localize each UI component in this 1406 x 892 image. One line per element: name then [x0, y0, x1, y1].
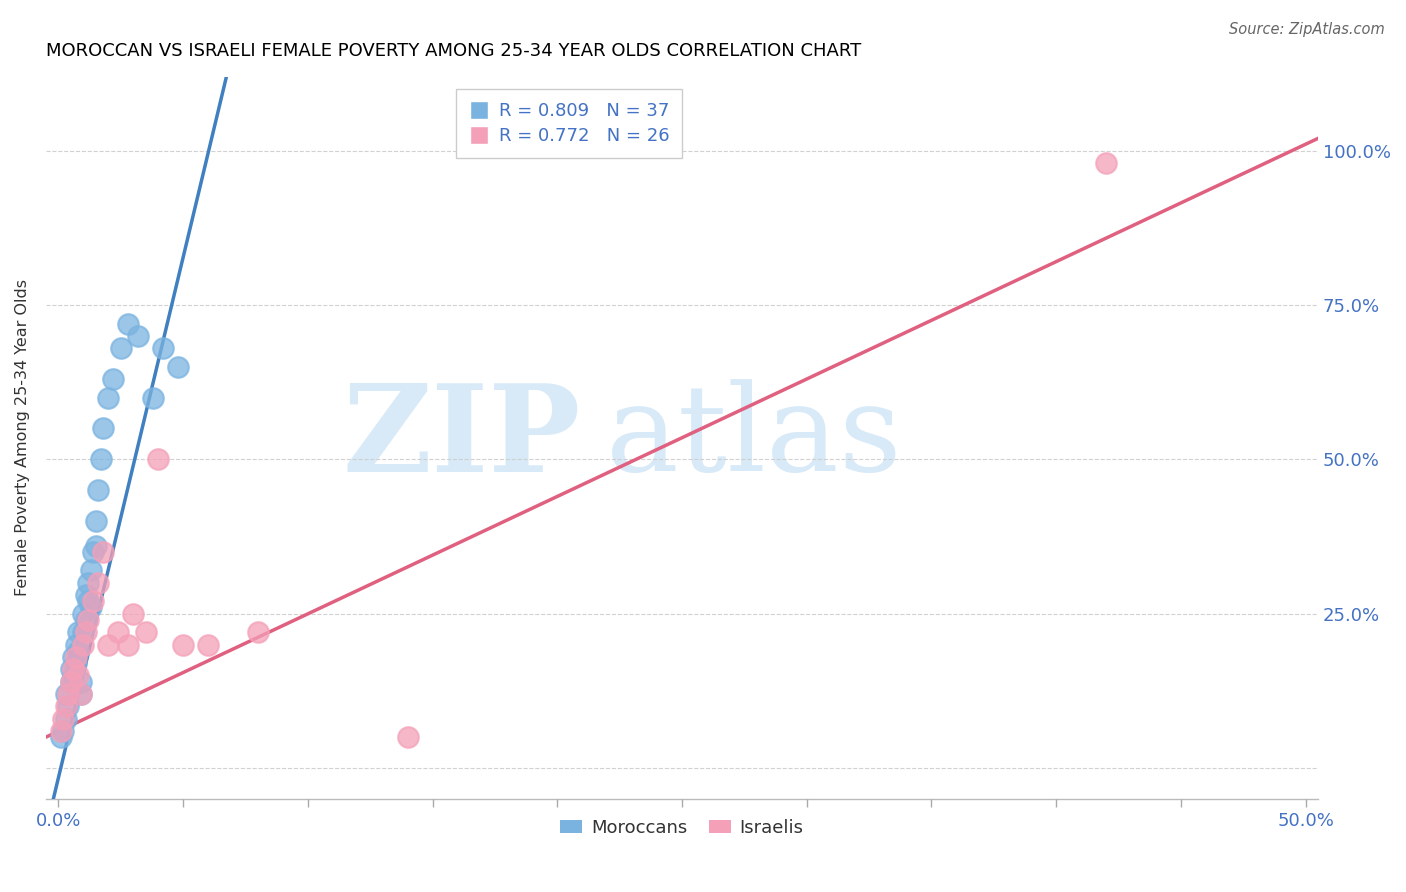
Point	[52, 712, 75, 726]
Point	[107, 625, 129, 640]
Text: ZIP: ZIP	[342, 379, 581, 497]
Point	[55, 712, 77, 726]
Point	[122, 607, 145, 621]
Point	[72, 625, 94, 640]
Point	[67, 668, 90, 682]
Point	[70, 687, 93, 701]
Point	[110, 341, 132, 355]
Point	[77, 613, 100, 627]
Point	[103, 372, 125, 386]
Point	[55, 687, 77, 701]
Point	[127, 329, 149, 343]
Point	[80, 600, 103, 615]
Point	[72, 607, 94, 621]
Point	[72, 638, 94, 652]
Point	[172, 638, 194, 652]
Text: Source: ZipAtlas.com: Source: ZipAtlas.com	[1229, 22, 1385, 37]
Point	[52, 723, 75, 738]
Point	[84, 539, 107, 553]
Point	[62, 662, 84, 676]
Point	[75, 613, 97, 627]
Point	[80, 563, 103, 577]
Point	[59, 662, 82, 676]
Text: MOROCCAN VS ISRAELI FEMALE POVERTY AMONG 25-34 YEAR OLDS CORRELATION CHART: MOROCCAN VS ISRAELI FEMALE POVERTY AMONG…	[46, 42, 862, 60]
Point	[197, 638, 219, 652]
Y-axis label: Female Poverty Among 25-34 Year Olds: Female Poverty Among 25-34 Year Olds	[15, 279, 30, 596]
Point	[167, 359, 190, 374]
Point	[90, 452, 112, 467]
Point	[75, 588, 97, 602]
Point	[65, 649, 87, 664]
Point	[142, 391, 165, 405]
Point	[93, 421, 115, 435]
Point	[97, 638, 120, 652]
Point	[65, 656, 87, 670]
Point	[148, 452, 170, 467]
Point	[59, 674, 82, 689]
Point	[117, 317, 139, 331]
Point	[97, 391, 120, 405]
Point	[58, 699, 80, 714]
Point	[70, 674, 93, 689]
Point	[82, 545, 104, 559]
Point	[67, 625, 90, 640]
Point	[67, 643, 90, 657]
Point	[84, 514, 107, 528]
Point	[59, 674, 82, 689]
Point	[135, 625, 157, 640]
Point	[396, 730, 419, 744]
Point	[58, 687, 80, 701]
Point	[1095, 156, 1118, 170]
Point	[77, 575, 100, 590]
Point	[65, 638, 87, 652]
Point	[49, 723, 72, 738]
Text: atlas: atlas	[606, 379, 903, 496]
Point	[55, 699, 77, 714]
Point	[62, 668, 84, 682]
Point	[152, 341, 174, 355]
Point	[49, 730, 72, 744]
Point	[246, 625, 269, 640]
Point	[82, 594, 104, 608]
Legend: Moroccans, Israelis: Moroccans, Israelis	[553, 812, 811, 844]
Point	[70, 687, 93, 701]
Point	[77, 594, 100, 608]
Point	[87, 483, 110, 498]
Point	[93, 545, 115, 559]
Point	[75, 625, 97, 640]
Point	[117, 638, 139, 652]
Point	[87, 575, 110, 590]
Point	[62, 649, 84, 664]
